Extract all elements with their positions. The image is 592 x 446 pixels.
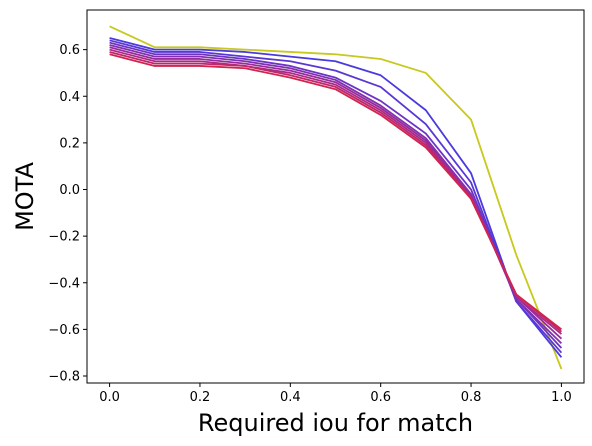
x-tick-label: 0.8 — [461, 390, 482, 405]
x-tick-label: 0.0 — [99, 390, 120, 405]
y-tick-label: 0.6 — [59, 43, 80, 58]
y-tick-label: −0.2 — [48, 230, 80, 245]
x-tick-label: 1.0 — [551, 390, 572, 405]
x-axis: 0.0 0.2 0.4 0.6 0.8 1.0 — [99, 383, 572, 405]
plot-frame — [86, 9, 585, 384]
series-line-2 — [109, 37, 563, 358]
x-tick-label: 0.6 — [370, 390, 391, 405]
x-tick-label: 0.2 — [190, 390, 211, 405]
series-line-1 — [109, 25, 563, 370]
series-line-4 — [109, 41, 563, 349]
series-layer — [109, 25, 563, 370]
y-axis-label: MOTA — [11, 162, 39, 231]
y-axis: 0.6 0.4 0.2 0.0 −0.2 −0.4 −0.6 −0.8 — [48, 43, 87, 385]
series-line-3 — [109, 39, 563, 354]
x-tick-label: 0.4 — [280, 390, 301, 405]
y-tick-label: −0.6 — [48, 323, 80, 338]
y-tick-label: −0.4 — [48, 276, 80, 291]
y-tick-label: −0.8 — [48, 370, 80, 385]
x-axis-label: Required iou for match — [198, 409, 473, 437]
y-tick-label: 0.4 — [59, 90, 80, 105]
y-tick-label: 0.2 — [59, 136, 80, 151]
series-line-9 — [109, 53, 562, 331]
y-tick-label: 0.0 — [59, 183, 80, 198]
